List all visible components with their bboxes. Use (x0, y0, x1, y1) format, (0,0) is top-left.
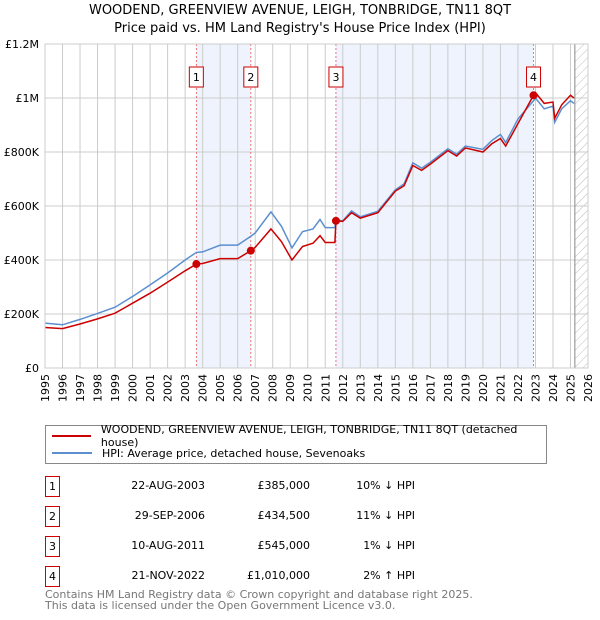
sale-date: 22-AUG-2003 (131, 479, 205, 492)
chart-subtitle: Price paid vs. HM Land Registry's House … (114, 21, 486, 36)
x-tick-label: 2010 (302, 374, 315, 402)
footer: Contains HM Land Registry data © Crown c… (45, 589, 473, 611)
footer-line: This data is licensed under the Open Gov… (45, 599, 396, 612)
sale-number-badge: 1 (45, 476, 60, 497)
sale-label: 1 (193, 71, 200, 84)
legend-label: HPI: Average price, detached house, Seve… (102, 446, 366, 460)
x-tick-label: 1999 (109, 374, 122, 402)
x-tick-label: 1997 (74, 374, 87, 402)
sale-point (246, 246, 255, 255)
y-tick-label: £600K (4, 200, 40, 213)
x-tick-label: 2024 (547, 374, 560, 402)
sale-hpi-diff: 2% ↑ HPI (363, 569, 415, 582)
sale-price: £545,000 (257, 539, 311, 552)
x-tick-label: 2008 (267, 374, 280, 402)
x-tick-label: 1995 (39, 374, 52, 402)
sale-date: 21-NOV-2022 (131, 569, 205, 582)
legend-swatch-blue (52, 452, 92, 454)
sale-price: £385,000 (257, 479, 311, 492)
sale-date: 10-AUG-2011 (131, 539, 205, 552)
x-tick-label: 2000 (127, 374, 140, 402)
sale-hpi-diff: 10% ↓ HPI (356, 479, 415, 492)
legend-label: WOODEND, GREENVIEW AVENUE, LEIGH, TONBRI… (100, 423, 518, 449)
x-tick-label: 2012 (337, 374, 350, 402)
sale-label-box (328, 66, 344, 88)
x-tick-label: 2026 (582, 374, 595, 402)
x-tick-label: 2011 (319, 374, 332, 402)
x-tick-label: 2005 (214, 374, 227, 402)
sale-point (192, 260, 201, 269)
x-tick-label: 2021 (494, 374, 507, 402)
y-tick-label: £1.2M (5, 38, 39, 51)
sale-label-box (526, 66, 542, 88)
x-tick-label: 2004 (197, 374, 210, 402)
sale-hpi-diff: 1% ↓ HPI (363, 539, 415, 552)
x-tick-label: 2025 (564, 374, 577, 402)
x-tick-label: 1996 (57, 374, 70, 402)
x-tick-label: 2014 (372, 374, 385, 402)
x-tick-label: 2018 (442, 374, 455, 402)
sale-number-badge: 3 (45, 536, 60, 557)
y-tick-label: £1M (16, 92, 40, 105)
y-tick-label: £400K (4, 254, 40, 267)
x-tick-label: 2022 (512, 374, 525, 402)
x-tick-label: 2006 (232, 374, 245, 402)
sale-label-box (243, 66, 259, 88)
x-tick-label: 2003 (179, 374, 192, 402)
x-tick-label: 2007 (249, 374, 262, 402)
sale-label: 2 (247, 71, 254, 84)
chart-title: WOODEND, GREENVIEW AVENUE, LEIGH, TONBRI… (88, 3, 512, 18)
x-tick-label: 2023 (529, 374, 542, 402)
x-tick-label: 2009 (284, 374, 297, 402)
sale-point (331, 216, 340, 225)
x-tick-label: 2013 (354, 374, 367, 402)
x-tick-label: 2001 (144, 374, 157, 402)
sale-label: 4 (530, 71, 537, 84)
legend: WOODEND, GREENVIEW AVENUE, LEIGH, TONBRI… (45, 423, 547, 464)
legend-item-hpi: HPI: Average price, detached house, Seve… (52, 445, 365, 461)
sale-number-badge: 2 (45, 506, 60, 527)
sale-hpi-diff: 11% ↓ HPI (356, 509, 415, 522)
price-chart: 1995 1996 1997 1998 1999 2000 2001 2002 2003 2004… (4, 38, 595, 402)
legend-item-property: WOODEND, GREENVIEW AVENUE, LEIGH, TONBRI… (52, 423, 546, 449)
x-tick-label: 2015 (389, 374, 402, 402)
x-tick-label: 1998 (92, 374, 105, 402)
sale-number-badge: 4 (45, 566, 60, 587)
y-tick-label: £0 (25, 362, 39, 375)
x-tick-label: 2002 (162, 374, 175, 402)
sale-label-box (188, 66, 204, 88)
plot-border (44, 43, 589, 369)
x-tick-label: 2016 (407, 374, 420, 402)
footer-line: Contains HM Land Registry data © Crown c… (45, 588, 473, 601)
sale-price: £434,500 (257, 509, 311, 522)
x-tick-label: 2017 (424, 374, 437, 402)
sale-point (529, 91, 538, 100)
legend-swatch-red (52, 435, 91, 437)
x-tick-label: 2020 (477, 374, 490, 402)
sale-label: 3 (332, 71, 339, 84)
sale-price: £1,010,000 (247, 569, 310, 582)
x-tick-label: 2019 (459, 374, 472, 402)
y-tick-label: £200K (4, 308, 40, 321)
sale-date: 29-SEP-2006 (134, 509, 205, 522)
y-tick-label: £800K (4, 146, 40, 159)
property-price-line (44, 91, 575, 330)
